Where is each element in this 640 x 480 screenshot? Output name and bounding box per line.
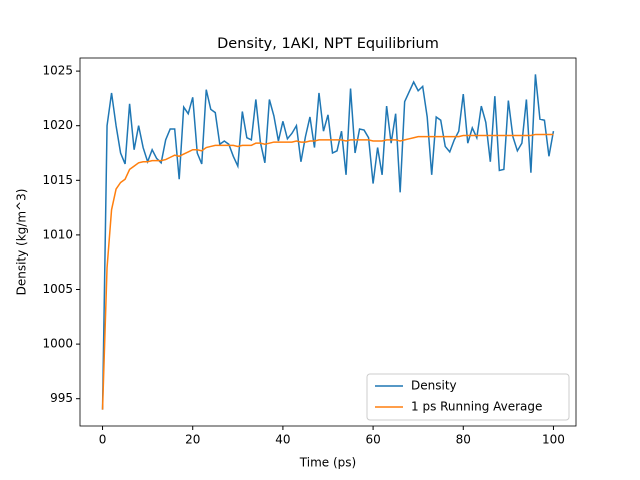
x-tick-label: 40 [275,433,290,447]
line [101,133,554,410]
x-tick-label: 100 [542,433,565,447]
x-tick-label: 20 [185,433,200,447]
x-tick-label: 60 [365,433,380,447]
y-axis-label: Density (kg/m^3) [15,189,29,296]
x-tick-label: 0 [99,433,107,447]
legend-label: 1 ps Running Average [411,400,542,414]
x-axis-label: Time (ps) [299,456,356,470]
line [101,74,555,410]
chart-title: Density, 1AKI, NPT Equilibrium [217,36,439,52]
y-tick-label: 1025 [42,64,73,78]
y-tick-label: 1010 [42,227,73,241]
y-tick-label: 1020 [42,118,73,132]
y-tick-label: 1005 [42,282,73,296]
legend-label: Density [411,379,457,393]
y-tick-label: 1015 [42,173,73,187]
y-tick-label: 995 [50,391,73,405]
legend-box [366,373,570,421]
plot-frame [79,57,577,427]
y-tick-label: 1000 [42,337,73,351]
x-tick-label: 80 [456,433,471,447]
